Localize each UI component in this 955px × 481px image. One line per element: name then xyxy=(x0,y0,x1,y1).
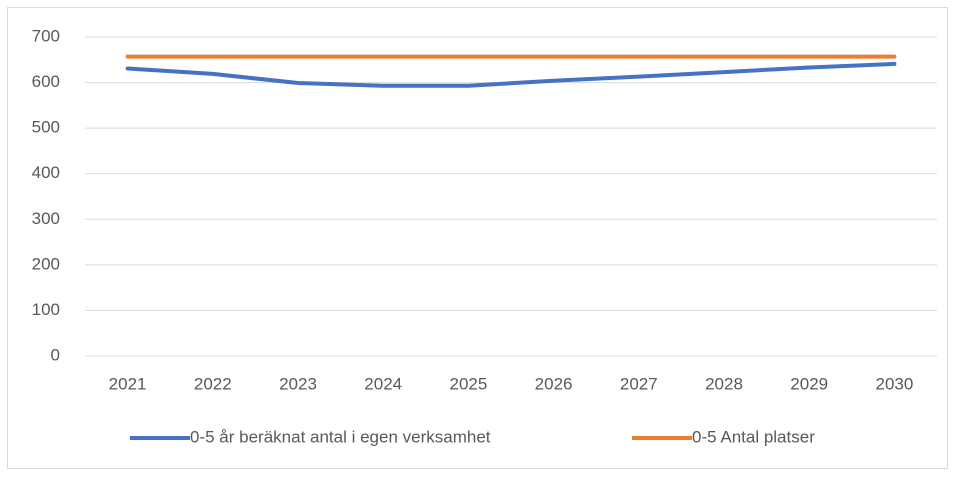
x-tick-label: 2026 xyxy=(535,374,573,393)
x-tick-label: 2025 xyxy=(449,374,487,393)
x-tick-label: 2030 xyxy=(875,374,913,393)
legend-label: 0-5 Antal platser xyxy=(692,427,815,446)
y-tick-label: 400 xyxy=(32,163,60,182)
chart-border xyxy=(7,7,948,469)
y-tick-label: 200 xyxy=(32,254,60,273)
y-tick-label: 300 xyxy=(32,209,60,228)
y-tick-label: 600 xyxy=(32,72,60,91)
series-line xyxy=(125,61,897,88)
x-tick-label: 2023 xyxy=(279,374,317,393)
x-tick-label: 2022 xyxy=(194,374,232,393)
y-tick-label: 0 xyxy=(51,345,60,364)
x-tick-label: 2028 xyxy=(705,374,743,393)
x-tick-label: 2024 xyxy=(364,374,402,393)
y-tick-label: 700 xyxy=(32,26,60,45)
y-tick-label: 100 xyxy=(32,300,60,319)
y-tick-label: 500 xyxy=(32,118,60,137)
x-tick-label: 2027 xyxy=(620,374,658,393)
x-tick-label: 2029 xyxy=(790,374,828,393)
legend-label: 0-5 år beräknat antal i egen verksamhet xyxy=(190,427,491,446)
x-tick-label: 2021 xyxy=(109,374,147,393)
